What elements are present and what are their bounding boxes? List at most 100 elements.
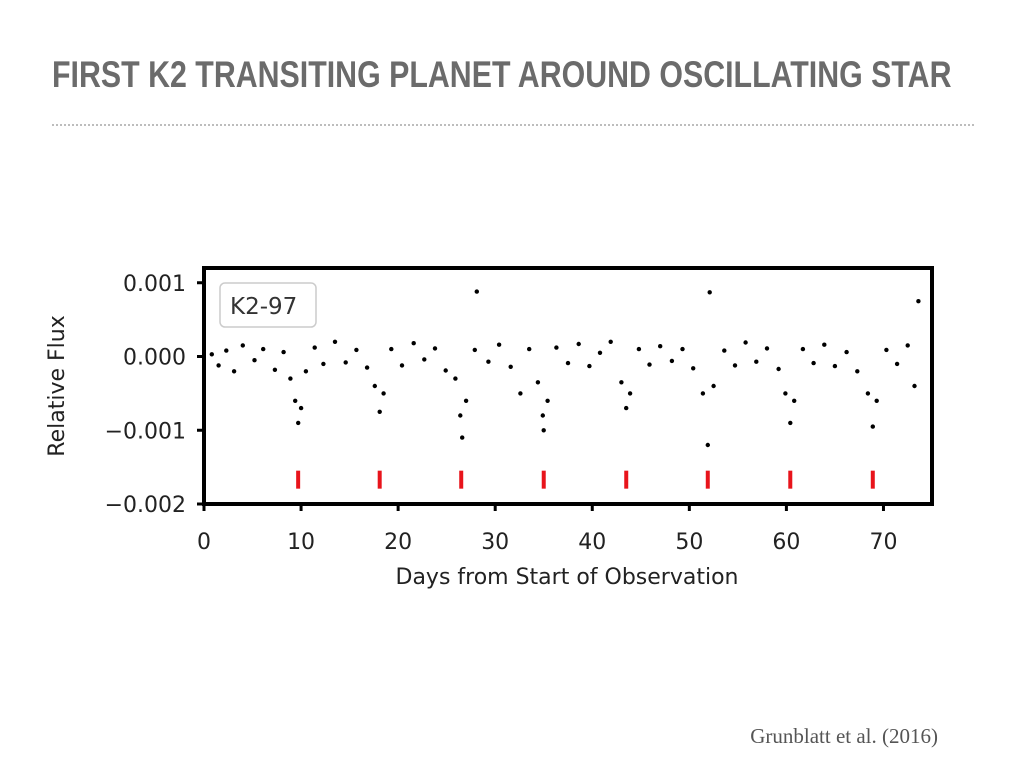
data-point (832, 363, 838, 369)
data-point (443, 368, 448, 373)
data-point (381, 391, 386, 396)
data-point (680, 346, 685, 352)
data-point (647, 362, 652, 367)
data-point (844, 349, 849, 355)
data-point (916, 299, 921, 304)
data-point (658, 344, 663, 349)
data-point (870, 424, 875, 429)
data-point (743, 340, 748, 345)
data-point (783, 391, 788, 396)
data-point (303, 369, 309, 374)
data-point (209, 352, 214, 357)
data-point (565, 360, 571, 366)
citation: Grunblatt et al. (2016) (750, 724, 938, 748)
data-point (754, 359, 759, 364)
data-point (554, 345, 559, 350)
data-point (377, 409, 382, 414)
data-point (624, 405, 629, 411)
y-tick-label: −0.001 (105, 419, 186, 444)
x-tick-label: 10 (287, 530, 315, 555)
axis-ticks: 0 10 20 30 40 50 60 70 −0.002 −0.001 0.000 0.001 (105, 272, 898, 555)
data-point (811, 360, 816, 366)
data-point (463, 398, 469, 403)
x-axis-label: Days from Start of Observation (396, 565, 739, 590)
data-point (792, 398, 797, 403)
data-point (474, 289, 479, 294)
plot-frame (202, 266, 934, 506)
x-tick-label: 60 (772, 530, 800, 555)
legend-box (219, 282, 317, 328)
data-point (293, 398, 298, 403)
data-point (312, 345, 317, 350)
data-point (216, 363, 221, 368)
data-point (545, 398, 550, 403)
data-point (705, 442, 710, 448)
x-tick-label: 50 (675, 530, 703, 555)
data-point (865, 391, 871, 396)
data-point (508, 364, 513, 369)
y-axis-label: Relative Flux (45, 315, 70, 456)
data-point (776, 366, 781, 372)
data-point (458, 413, 463, 418)
data-point (800, 346, 806, 352)
data-point (636, 346, 642, 352)
data-point (535, 380, 541, 385)
title-divider (52, 124, 974, 126)
data-point (364, 365, 370, 370)
data-point (527, 346, 532, 352)
data-point (496, 342, 502, 347)
data-point (822, 342, 827, 347)
data-point (298, 405, 304, 411)
y-tick-label: −0.002 (105, 493, 186, 518)
x-tick-label: 20 (384, 530, 412, 555)
data-point (296, 420, 301, 426)
data-point (453, 376, 458, 381)
data-point (240, 343, 245, 348)
data-point (432, 346, 438, 351)
data-point (261, 346, 266, 352)
data-point (587, 363, 592, 369)
data-point (576, 341, 581, 347)
data-point (597, 350, 603, 355)
data-point (272, 367, 278, 372)
legend: K2-97 (219, 282, 317, 328)
data-point (389, 346, 394, 352)
data-point (224, 348, 229, 353)
data-point (619, 380, 624, 385)
data-point (608, 339, 613, 344)
y-tick-label: 0.001 (123, 272, 186, 297)
data-point (399, 363, 405, 368)
transit-markers (296, 470, 875, 489)
slide-title: FIRST K2 TRANSITING PLANET AROUND OSCILL… (52, 54, 952, 95)
data-point (764, 346, 770, 351)
data-point (722, 348, 727, 353)
data-point (894, 361, 900, 367)
data-point (788, 420, 793, 426)
data-point (874, 398, 879, 403)
data-point (700, 391, 706, 396)
data-point (711, 383, 716, 389)
data-point (486, 359, 491, 364)
x-tick-label: 40 (578, 530, 606, 555)
data-point (460, 435, 465, 440)
data-point (669, 358, 675, 364)
data-point (540, 413, 545, 418)
data-point (707, 290, 712, 295)
data-point (281, 349, 286, 355)
data-point (905, 343, 910, 348)
data-point (231, 369, 237, 374)
data-point (422, 357, 427, 362)
data-point (332, 339, 338, 344)
legend-label: K2-97 (230, 294, 297, 320)
x-tick-label: 70 (869, 530, 897, 555)
data-point (372, 383, 377, 389)
data-point (472, 347, 477, 353)
data-point (518, 391, 523, 396)
data-point (884, 347, 889, 353)
data-point (252, 358, 257, 363)
data-point (411, 341, 416, 346)
data-point (912, 383, 917, 389)
data-points (209, 289, 921, 448)
data-point (541, 428, 546, 433)
